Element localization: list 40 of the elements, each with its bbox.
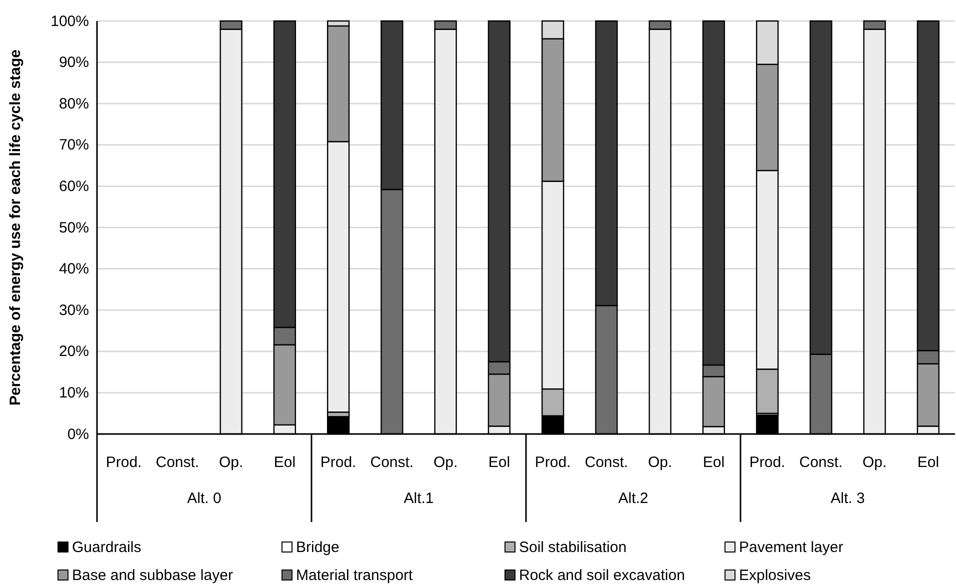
x-tick-label: Eol: [917, 454, 940, 471]
legend-label: Explosives: [739, 567, 811, 584]
legend-label: Material transport: [296, 567, 414, 584]
text: Alt.2: [618, 490, 648, 507]
x-tick-label: Prod.: [749, 454, 786, 471]
text: Alt. 3: [830, 490, 865, 507]
x-tick-label: Op.: [862, 454, 887, 471]
x-tick-label: Eol: [274, 454, 296, 471]
y-tick-label: 30%: [58, 302, 89, 319]
legend-label: Rock and soil excavation: [519, 567, 685, 584]
y-tick-label: 20%: [58, 343, 89, 360]
x-tick-label: Prod.: [320, 454, 356, 471]
x-tick-label: Const.: [584, 454, 628, 471]
text: Alt. 0: [187, 490, 222, 507]
x-tick-label: Eol: [702, 454, 725, 471]
x-tick-label: Const.: [370, 454, 414, 471]
x-tick-label: Prod.: [534, 454, 571, 471]
legend-label: Pavement layer: [739, 539, 844, 556]
y-tick-label: 90%: [58, 54, 89, 72]
x-tick-label: Eol: [488, 454, 510, 471]
x-tick-label: Op.: [648, 454, 672, 471]
legend-label: Bridge: [296, 539, 340, 556]
y-tick-label: 70%: [58, 136, 89, 154]
y-axis-title: Percentage of energy use for each life cycle stage: [7, 50, 24, 406]
legend-label: Guardrails: [72, 539, 142, 556]
legend-label: Base and subbase layer: [72, 567, 233, 584]
x-tick-label: Const.: [799, 454, 843, 471]
text: Alt.1: [404, 490, 434, 507]
x-tick-label: Op.: [218, 454, 244, 471]
y-tick-label: 80%: [58, 95, 89, 112]
y-tick-label: 0%: [67, 426, 89, 443]
y-tick-label: 100%: [50, 12, 89, 30]
x-tick-label: Prod.: [106, 454, 142, 471]
y-tick-label: 10%: [58, 384, 89, 402]
legend-label: Soil stabilisation: [519, 539, 627, 556]
x-tick-label: Op.: [433, 454, 458, 471]
y-tick-label: 50%: [58, 219, 89, 236]
y-tick-label: 40%: [58, 260, 89, 278]
x-tick-label: Const.: [156, 454, 200, 471]
y-tick-label: 60%: [58, 178, 89, 195]
